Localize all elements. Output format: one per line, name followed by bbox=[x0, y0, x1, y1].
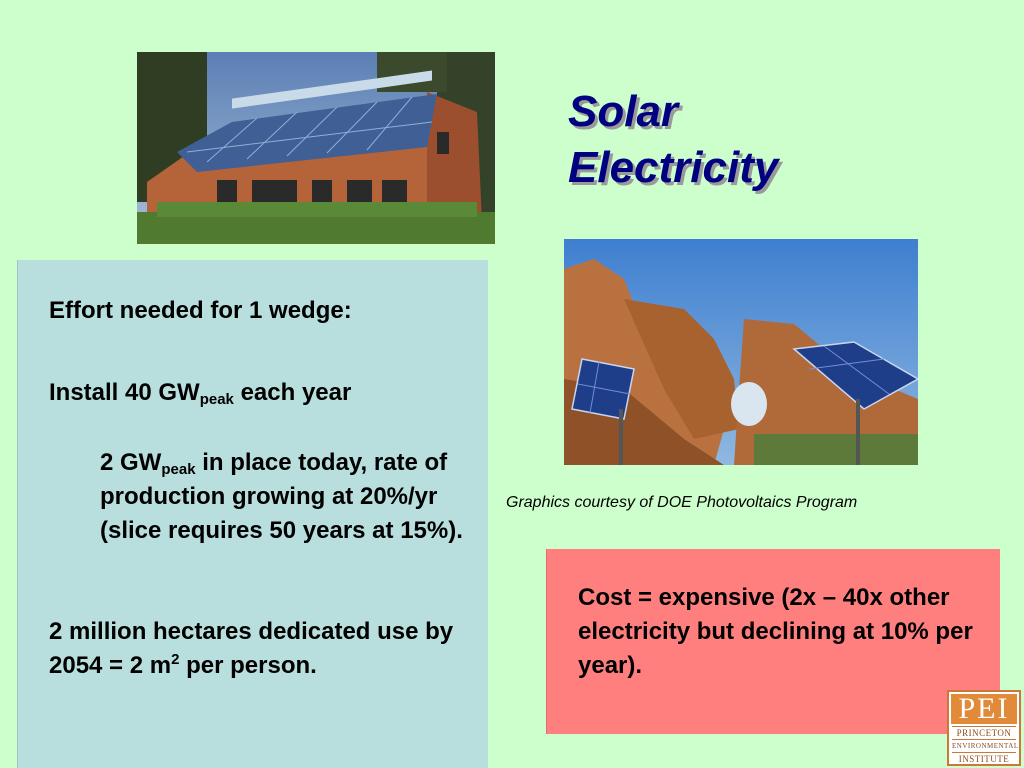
logo-mark: PEI bbox=[951, 694, 1017, 724]
detail-prefix: 2 GW bbox=[100, 449, 162, 476]
install-suffix: each year bbox=[233, 379, 352, 406]
pei-logo: PEI PRINCETON ENVIRONMENTAL INSTITUTE bbox=[947, 690, 1021, 766]
solar-house-photo bbox=[137, 52, 495, 244]
cost-box: Cost = expensive (2x – 40x other electri… bbox=[546, 549, 1000, 734]
detail-subscript: peak bbox=[161, 461, 196, 478]
install-text: Install 40 GWpeak each year bbox=[49, 376, 351, 410]
title-line-1: Solar bbox=[568, 87, 679, 136]
logo-line-1: PRINCETON bbox=[952, 726, 1016, 739]
production-detail-text: 2 GWpeak in place today, rate of product… bbox=[100, 446, 470, 548]
logo-line-3: INSTITUTE bbox=[952, 752, 1016, 765]
hectares-superscript: 2 bbox=[171, 651, 180, 668]
image-caption: Graphics courtesy of DOE Photovoltaics P… bbox=[506, 494, 858, 511]
cost-text: Cost = expensive (2x – 40x other electri… bbox=[578, 584, 973, 679]
install-subscript: peak bbox=[199, 391, 234, 408]
logo-line-2: ENVIRONMENTAL bbox=[952, 739, 1018, 752]
page-title: Solar Electricity bbox=[568, 84, 868, 196]
hectares-prefix: 2 million hectares dedicated use by 2054… bbox=[49, 618, 454, 679]
install-prefix: Install 40 GW bbox=[49, 379, 200, 406]
effort-heading: Effort needed for 1 wedge: bbox=[49, 297, 352, 324]
hectares-text: 2 million hectares dedicated use by 2054… bbox=[49, 615, 459, 683]
desert-solar-panels-photo bbox=[564, 239, 918, 465]
hectares-suffix: per person. bbox=[179, 652, 317, 679]
title-line-2: Electricity bbox=[568, 143, 779, 192]
wedge-effort-box: Effort needed for 1 wedge: Install 40 GW… bbox=[17, 260, 488, 768]
detail-suffix: in place today, rate of production growi… bbox=[100, 449, 463, 544]
